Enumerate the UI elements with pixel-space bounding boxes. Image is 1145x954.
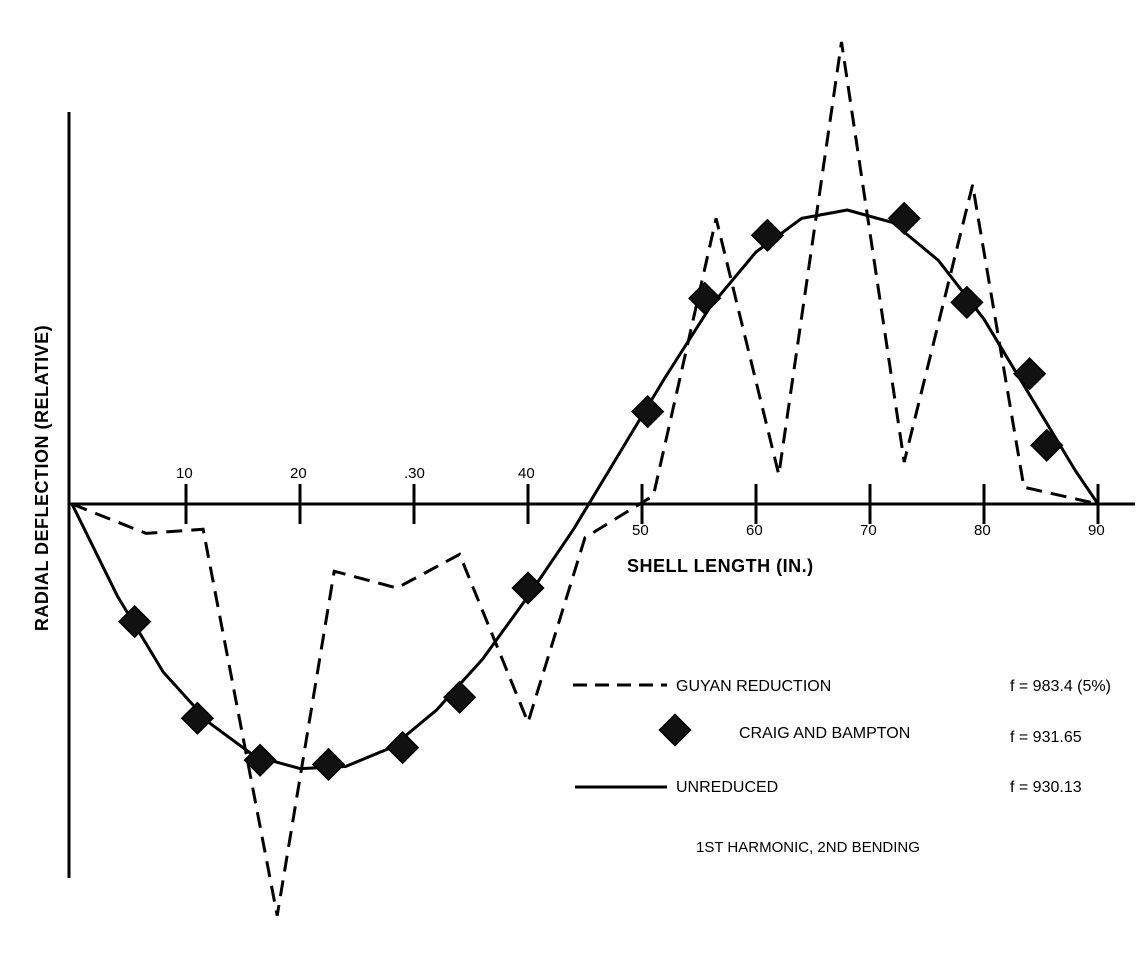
x-tick-label-50: 50: [632, 522, 649, 539]
legend-note-craig: f = 931.65: [1010, 729, 1082, 746]
axes: [67, 112, 1135, 878]
craig-bampton-point: [688, 281, 722, 315]
legend-note-unreduced: f = 930.13: [1010, 779, 1082, 796]
craig-bampton-point: [311, 747, 346, 782]
craig-bampton-point: [180, 701, 215, 735]
craig-bampton-point: [887, 201, 921, 236]
legend-swatch-diamond: [658, 713, 692, 747]
craig-bampton-point: [511, 571, 545, 605]
x-tick-label-40: 40: [518, 465, 535, 482]
x-axis-label: SHELL LENGTH (IN.): [627, 556, 814, 576]
series-craig-and-bampton: [118, 201, 1064, 782]
craig-bampton-point: [243, 743, 277, 777]
craig-bampton-point: [118, 604, 152, 639]
x-ticks: 10 20 .30 40 50 60 70 80 90: [176, 465, 1105, 539]
legend-entry-unreduced: UNREDUCED f = 930.13: [575, 779, 1082, 796]
craig-bampton-point: [1012, 357, 1047, 391]
craig-bampton-point: [750, 218, 785, 252]
legend-label-guyan: GUYAN REDUCTION: [676, 678, 831, 695]
guyan-reduction-line: [71, 41, 1099, 916]
chart-annotation: 1ST HARMONIC, 2ND BENDING: [696, 839, 920, 856]
x-tick-label-60: 60: [746, 522, 763, 539]
craig-bampton-point: [385, 730, 420, 765]
legend-note-guyan: f = 983.4 (5%): [1010, 678, 1111, 695]
craig-bampton-point: [1030, 428, 1064, 462]
legend: GUYAN REDUCTION f = 983.4 (5%) CRAIG AND…: [573, 678, 1111, 796]
craig-bampton-point: [631, 394, 665, 429]
series-guyan-reduction: [71, 41, 1099, 916]
x-tick-label-20: 20: [290, 465, 307, 482]
legend-label-unreduced: UNREDUCED: [676, 779, 778, 796]
y-axis-label: RADIAL DEFLECTION (RELATIVE): [32, 325, 52, 631]
x-tick-label-90: 90: [1088, 522, 1105, 539]
legend-label-craig: CRAIG AND BAMPTON: [739, 725, 910, 742]
craig-bampton-point: [442, 680, 477, 714]
legend-entry-guyan: GUYAN REDUCTION f = 983.4 (5%): [573, 678, 1111, 695]
craig-bampton-point: [950, 285, 984, 320]
x-tick-label-80: 80: [974, 522, 991, 539]
legend-entry-craig: CRAIG AND BAMPTON f = 931.65: [658, 713, 1082, 747]
x-tick-label-30: .30: [404, 465, 425, 482]
x-tick-label-10: 10: [176, 465, 193, 482]
x-tick-label-70: 70: [860, 522, 877, 539]
